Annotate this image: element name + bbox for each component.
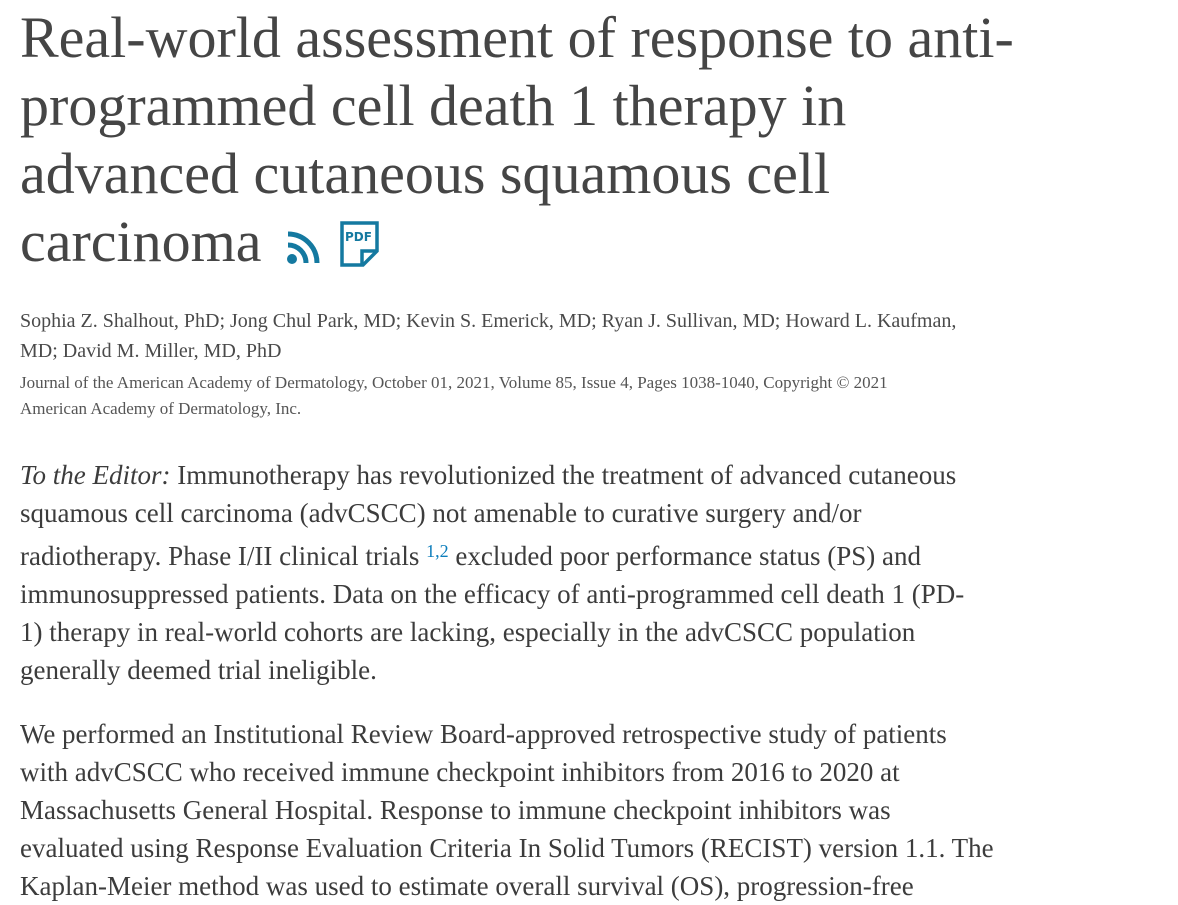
pdf-icon[interactable]: PDF xyxy=(339,214,380,282)
title-line: advanced cutaneous squamous cell xyxy=(20,141,831,206)
para-line: Massachusetts General Hospital. Response… xyxy=(20,795,891,825)
para-line: immunosuppressed patients. Data on the e… xyxy=(20,579,965,609)
citation-line: Journal of the American Academy of Derma… xyxy=(20,373,888,392)
pdf-label: PDF xyxy=(345,230,372,244)
title-line: carcinoma PDF xyxy=(20,208,1014,282)
reference-link-1[interactable]: 1 xyxy=(426,541,436,561)
paragraph-1: To the Editor: Immunotherapy has revolut… xyxy=(20,456,964,689)
para-line: squamous cell carcinoma (advCSCC) not am… xyxy=(20,498,862,528)
para-line: To the Editor: Immunotherapy has revolut… xyxy=(20,456,964,494)
ref-separator: , xyxy=(435,541,440,561)
authors-line: Sophia Z. Shalhout, PhD; Jong Chul Park,… xyxy=(20,310,957,332)
title-line-text: carcinoma xyxy=(20,209,262,274)
title-line: Real-world assessment of response to ant… xyxy=(20,5,1014,70)
reference-link-2[interactable]: 2 xyxy=(439,541,449,561)
authors-line: MD; David M. Miller, MD, PhD xyxy=(20,340,282,362)
para-line: 1) therapy in real-world cohorts are lac… xyxy=(20,617,916,647)
article-title: Real-world assessment of response to ant… xyxy=(20,4,1014,282)
para-line: We performed an Institutional Review Boa… xyxy=(20,719,947,749)
para-text: radiotherapy. Phase I/II clinical trials xyxy=(20,541,427,571)
para-text: Immunotherapy has revolutionized the tre… xyxy=(170,460,957,490)
citation-line: American Academy of Dermatology, Inc. xyxy=(20,399,302,418)
para-text: excluded poor performance status (PS) an… xyxy=(448,541,921,571)
para-line: with advCSCC who received immune checkpo… xyxy=(20,757,900,787)
title-line: programmed cell death 1 therapy in xyxy=(20,73,847,138)
paragraph-2: We performed an Institutional Review Boa… xyxy=(20,715,994,905)
editor-lead: To the Editor: xyxy=(20,460,171,490)
author-list: Sophia Z. Shalhout, PhD; Jong Chul Park,… xyxy=(20,306,956,366)
para-line: evaluated using Response Evaluation Crit… xyxy=(20,833,994,863)
para-line: Kaplan-Meier method was used to estimate… xyxy=(20,871,914,901)
citation: Journal of the American Academy of Derma… xyxy=(20,370,888,422)
rss-icon[interactable] xyxy=(284,214,322,282)
para-line: radiotherapy. Phase I/II clinical trials… xyxy=(20,532,964,575)
para-line: generally deemed trial ineligible. xyxy=(20,655,377,685)
